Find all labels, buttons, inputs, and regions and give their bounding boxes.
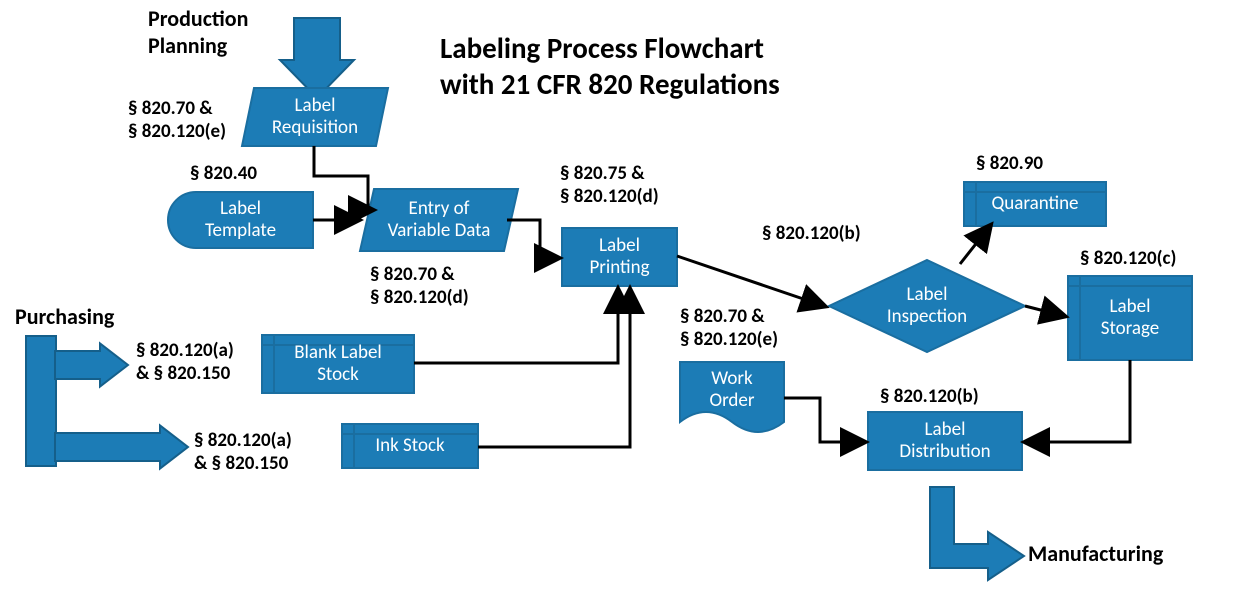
reg-label-r9: § 820.120(b) <box>880 386 979 409</box>
node-label_storage: LabelStorage <box>1068 276 1192 360</box>
edge-label_inspection-label_storage <box>1025 306 1064 316</box>
edge-label_storage-label_distribution <box>1026 360 1130 442</box>
edge-label_printing-label_inspection <box>677 256 824 306</box>
node-label_requisition: LabelRequisition <box>242 88 388 146</box>
reg-label-r6: § 820.90 <box>976 153 1043 176</box>
reg-label-r11: § 820.120(a)& § 820.150 <box>194 430 292 476</box>
reg-label-r10: § 820.120(a)& § 820.150 <box>136 340 234 386</box>
edge-ink_stock-label_printing <box>478 290 630 447</box>
reg-label-r7: § 820.120(c) <box>1080 248 1176 271</box>
node-quarantine: Quarantine <box>964 182 1106 226</box>
edge-work_order-label_distribution <box>784 398 864 442</box>
reg-label-r2: § 820.40 <box>190 163 257 186</box>
reg-label-r3: § 820.70 &§ 820.120(d) <box>370 264 469 310</box>
reg-label-r8: § 820.70 &§ 820.120(e) <box>680 306 778 352</box>
chart-title: Labeling Process Flowchartwith 21 CFR 82… <box>440 30 780 102</box>
reg-label-r1: § 820.70 &§ 820.120(e) <box>128 98 226 144</box>
node-work_order: WorkOrder <box>680 362 784 418</box>
node-blank_label_stock: Blank LabelStock <box>262 335 414 393</box>
node-entry_variable: Entry ofVariable Data <box>360 189 518 251</box>
reg-label-r5: § 820.120(b) <box>762 223 861 246</box>
node-label_inspection: LabelInspection <box>829 260 1025 352</box>
node-label_distribution: LabelDistribution <box>868 412 1022 470</box>
node-label_template: LabelTemplate <box>168 192 313 248</box>
reg-label-r4: § 820.75 &§ 820.120(d) <box>560 163 659 209</box>
edge-label_inspection-quarantine <box>960 226 990 264</box>
node-ink_stock: Ink Stock <box>342 424 478 468</box>
ext-label-purchasing: Purchasing <box>15 303 114 330</box>
node-label_printing: LabelPrinting <box>562 228 677 286</box>
ext-label-manufacturing: Manufacturing <box>1028 540 1163 567</box>
ext-label-production_planning: ProductionPlanning <box>148 5 248 59</box>
